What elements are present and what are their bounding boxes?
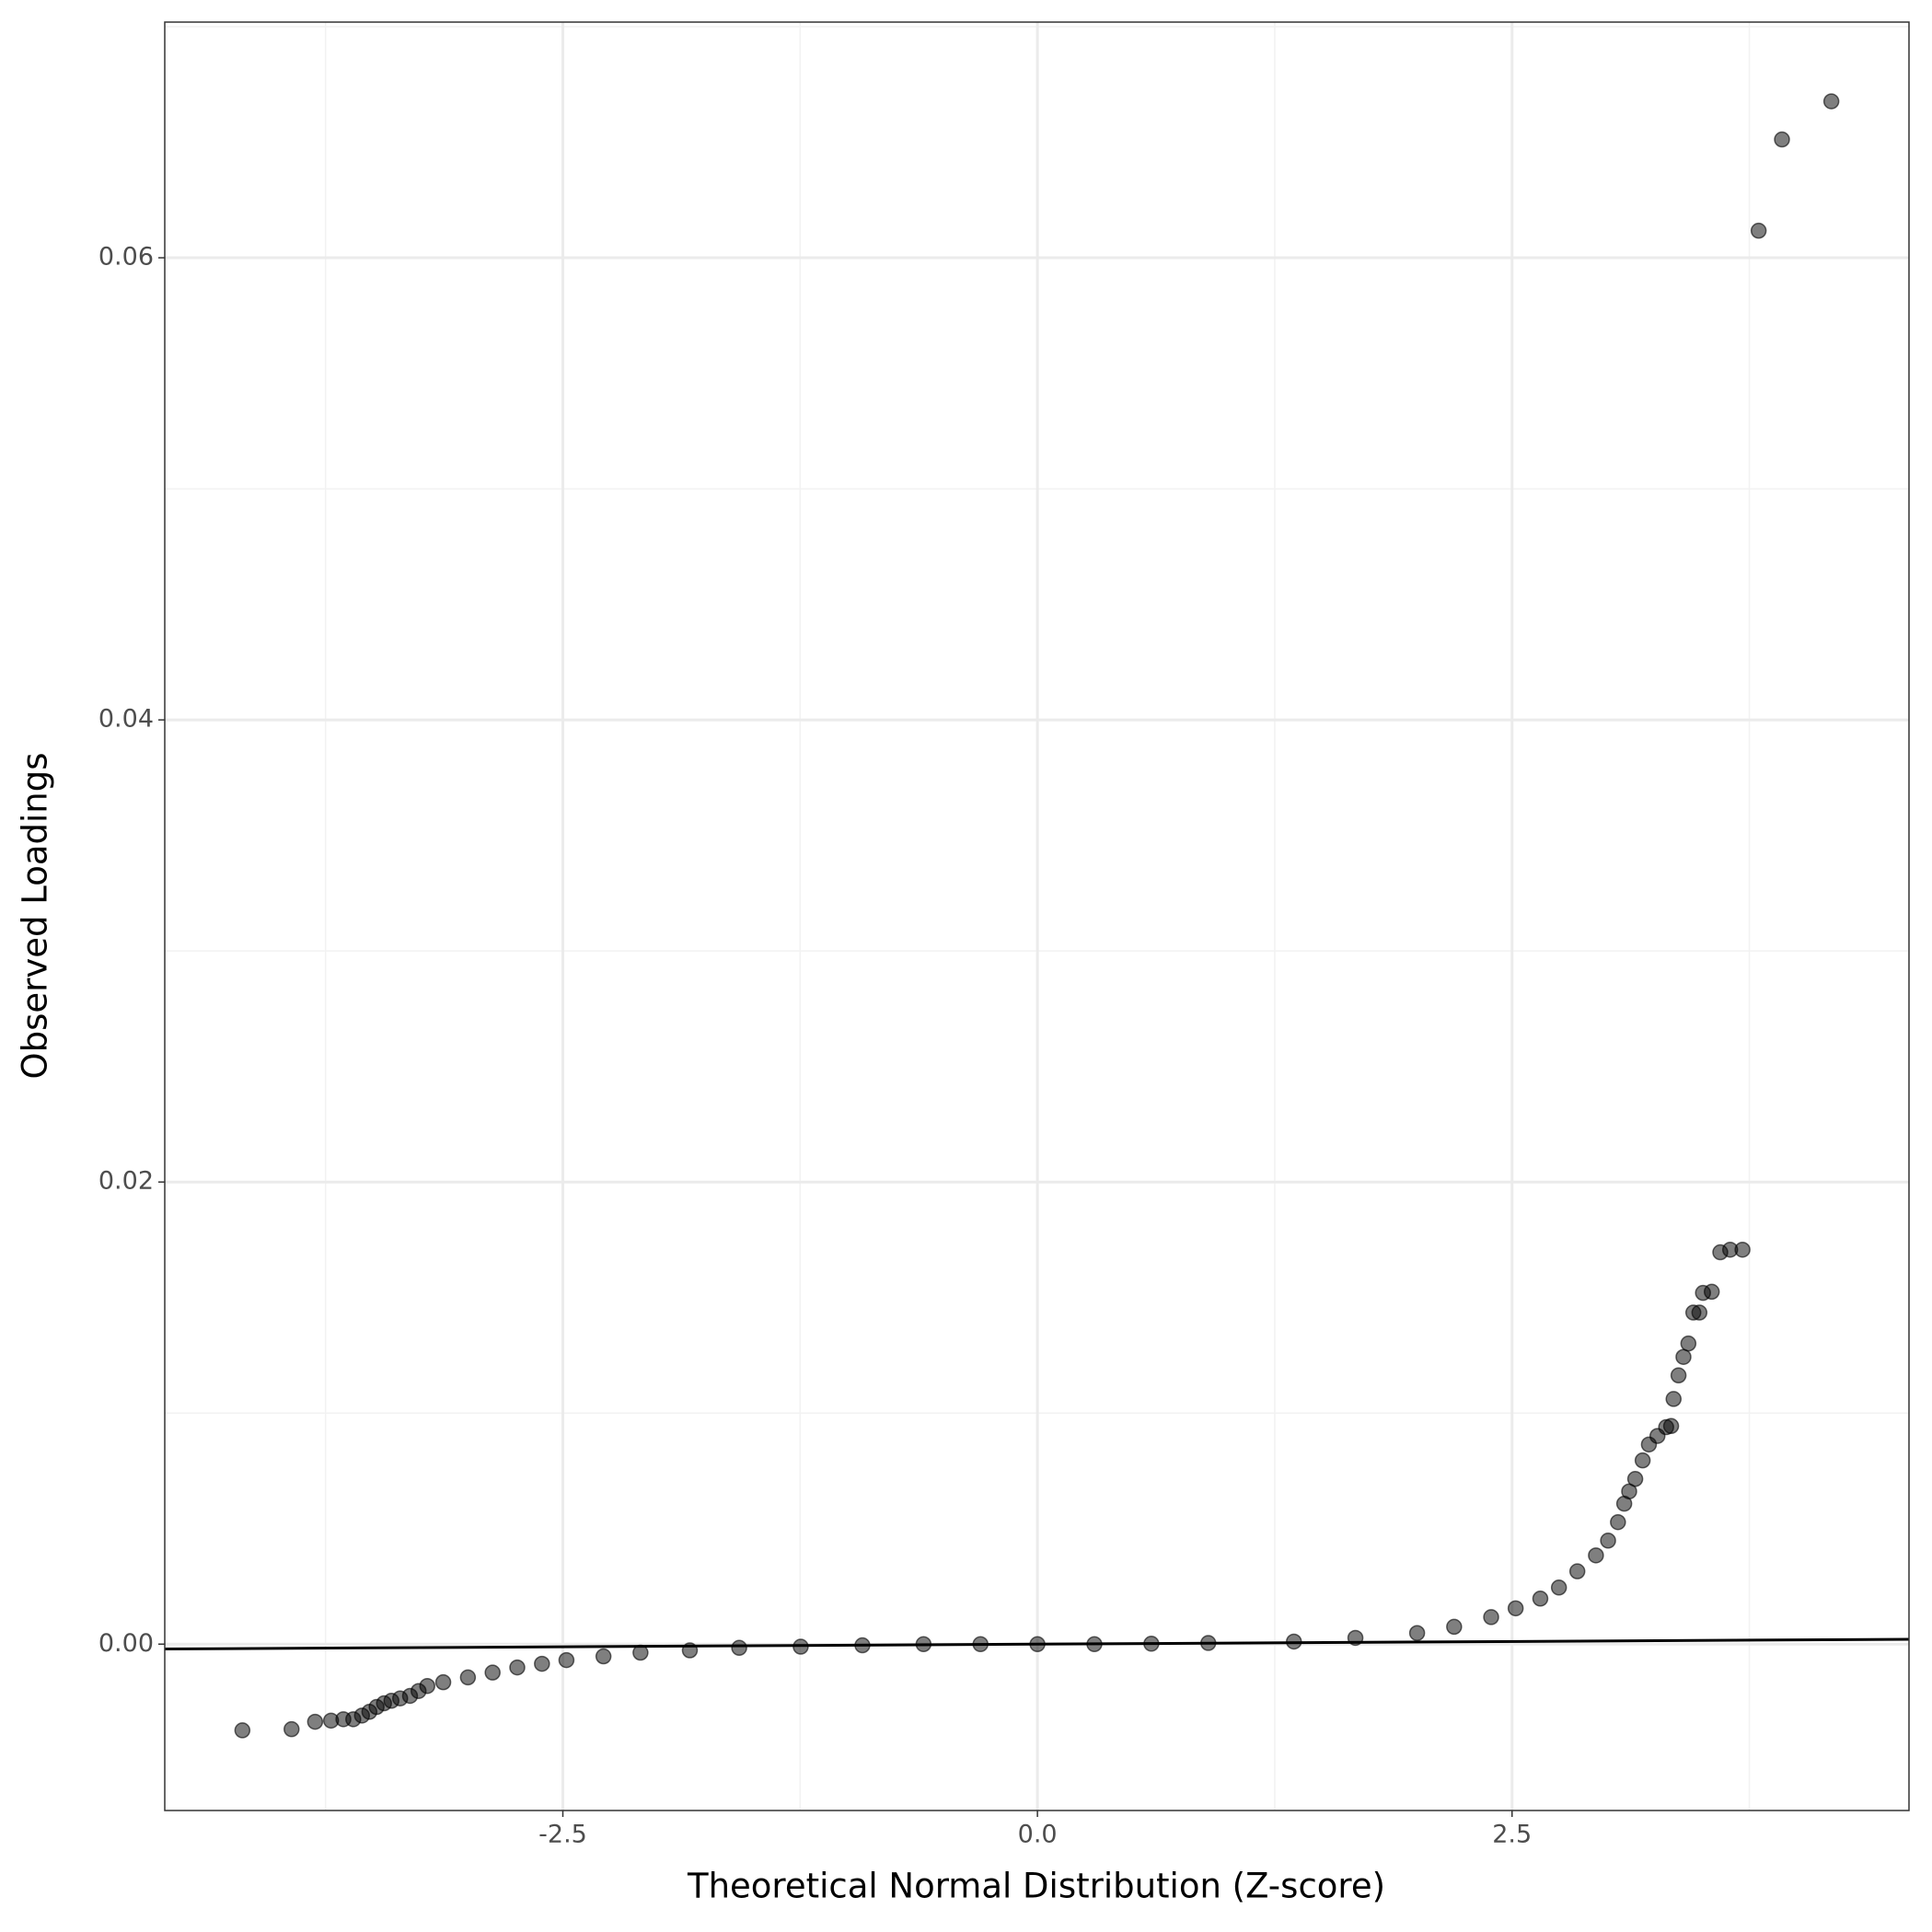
point <box>1600 1533 1616 1549</box>
point <box>595 1648 612 1665</box>
point <box>307 1713 324 1730</box>
point <box>1610 1513 1626 1531</box>
point <box>1691 1304 1708 1321</box>
point <box>419 1677 435 1695</box>
point <box>1662 1417 1680 1435</box>
point <box>1626 1471 1644 1487</box>
point <box>509 1659 526 1676</box>
x-axis-title: Theoretical Normal Distribution (Z-score… <box>687 1867 1385 1906</box>
point <box>1507 1600 1524 1617</box>
y-tick-label: 0.04 <box>98 705 154 734</box>
point <box>1634 1452 1651 1469</box>
y-tick-label: 0.00 <box>98 1629 154 1658</box>
point <box>234 1722 251 1739</box>
point <box>1665 1391 1683 1407</box>
point <box>1483 1609 1499 1625</box>
point <box>1822 93 1840 110</box>
point <box>1532 1591 1549 1607</box>
point <box>1680 1335 1697 1352</box>
point <box>1703 1283 1720 1301</box>
point <box>558 1651 575 1669</box>
point <box>1446 1618 1463 1636</box>
x-tick-label: 2.5 <box>1492 1821 1532 1849</box>
point <box>1774 131 1790 148</box>
point <box>1568 1563 1586 1579</box>
y-axis-title: Observed Loadings <box>16 752 55 1079</box>
point <box>1550 1579 1568 1596</box>
point <box>484 1664 501 1681</box>
point <box>1734 1241 1751 1258</box>
point <box>1675 1348 1692 1365</box>
panel-border <box>164 21 1910 1811</box>
point <box>1588 1547 1604 1564</box>
reference-line <box>164 1637 1910 1651</box>
point <box>534 1655 550 1672</box>
point <box>283 1720 300 1738</box>
x-tick-label: 0.0 <box>1018 1821 1058 1849</box>
point <box>459 1669 477 1686</box>
point <box>1408 1625 1426 1641</box>
x-tick-label: -2.5 <box>538 1821 587 1849</box>
point <box>434 1673 452 1691</box>
point <box>731 1639 747 1657</box>
point <box>1750 222 1767 239</box>
point <box>1670 1367 1687 1384</box>
y-tick-label: 0.02 <box>98 1167 154 1196</box>
y-tick-label: 0.06 <box>98 243 154 272</box>
